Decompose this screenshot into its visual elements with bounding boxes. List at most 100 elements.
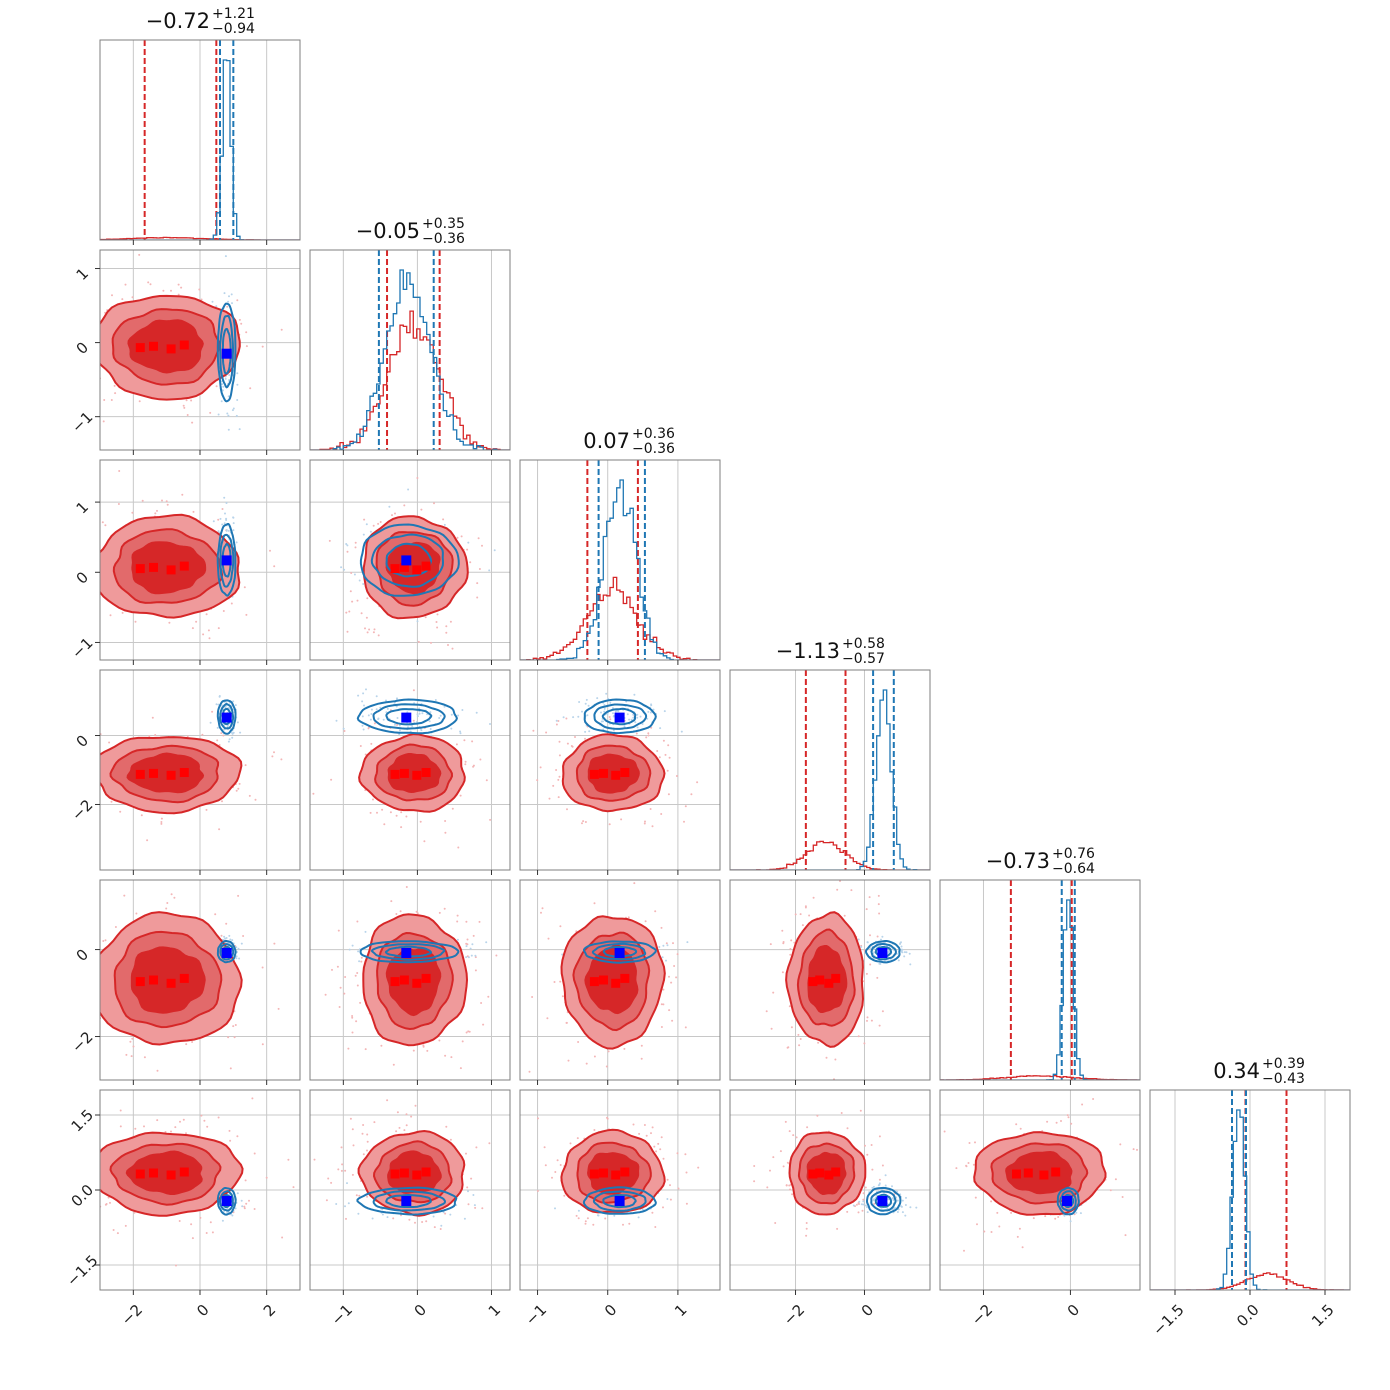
red-sample-point — [170, 893, 173, 896]
red-sample-point — [97, 923, 99, 925]
red-sample-point — [168, 621, 171, 624]
blue-sample-point — [231, 736, 234, 739]
red-sample-point — [846, 1210, 849, 1213]
red-sample-point — [566, 808, 568, 811]
red-sample-point — [216, 739, 219, 742]
red-sample-point — [467, 1203, 470, 1206]
red-sample-point — [459, 1067, 462, 1070]
red-sample-point — [684, 1026, 687, 1029]
red-sample-point — [225, 922, 228, 925]
red-sample-point — [93, 524, 95, 526]
red-sample-point — [965, 1164, 968, 1167]
blue-sample-point — [379, 706, 382, 709]
red-sample-point — [161, 499, 163, 502]
red-sample-point — [447, 644, 449, 646]
red-sample-point — [82, 780, 84, 782]
red-sample-point — [261, 345, 264, 348]
red-sample-point — [465, 1152, 467, 1155]
red-sample-point — [87, 1012, 89, 1014]
panel-frame — [729, 669, 931, 871]
red-sample-point — [261, 966, 264, 969]
blue-contour — [216, 523, 237, 597]
red-sample-point — [552, 784, 555, 787]
marginal-title-0: −0.72 +1.21−0.94 — [146, 6, 255, 37]
red-sample-point — [96, 771, 98, 773]
red-sample-point — [229, 1139, 232, 1142]
red-sample-point — [455, 743, 458, 746]
red-sample-point — [675, 775, 678, 777]
blue-sample-point — [434, 699, 437, 701]
red-sample-point — [623, 1047, 626, 1050]
blue-sample-point — [577, 715, 580, 718]
red-sample-point — [366, 631, 369, 634]
red-sample-point — [107, 1196, 110, 1199]
red-sample-point — [350, 572, 353, 574]
blue-sample-point — [362, 533, 365, 536]
red-sample-point — [244, 764, 247, 767]
red-sample-point — [336, 965, 339, 968]
red-sample-point — [1019, 1127, 1022, 1130]
red-sample-point — [131, 511, 134, 514]
joint-panel-3-5 — [729, 1089, 931, 1295]
truth-marker — [614, 712, 625, 723]
red-sample-point — [349, 1117, 352, 1120]
red-sample-point — [356, 599, 359, 602]
red-sample-point — [862, 1198, 865, 1201]
blue-sample-point — [585, 698, 588, 701]
red-sample-point — [668, 1009, 671, 1012]
blue-sample-point — [223, 935, 226, 938]
blue-sample-point — [227, 395, 230, 398]
blue-sample-point — [636, 716, 639, 719]
red-sample-point — [208, 637, 211, 640]
x-tick-label: 0 — [601, 1301, 620, 1320]
red-sample-point — [324, 993, 327, 996]
red-sample-point — [461, 1040, 464, 1043]
red-sample-point — [48, 766, 50, 768]
red-sample-point — [254, 798, 257, 801]
x-tick-label: −2 — [780, 1301, 808, 1329]
blue-sample-point — [385, 711, 388, 714]
red-sample-point — [528, 1070, 531, 1073]
blue-sample-point — [596, 697, 599, 700]
blue-sample-point — [217, 413, 220, 416]
red-sample-point — [206, 1125, 209, 1128]
blue-sample-point — [386, 1216, 389, 1219]
red-sample-point — [97, 563, 99, 565]
x-tick-label: 0 — [858, 1301, 877, 1320]
red-sample-point — [435, 621, 438, 623]
x-tick-label: 1 — [485, 1301, 504, 1320]
red-sample-point — [647, 732, 650, 735]
blue-contour — [865, 1186, 902, 1216]
red-sample-point — [84, 321, 86, 323]
red-sample-point — [424, 616, 427, 619]
red-sample-point — [1055, 1121, 1058, 1124]
blue-sample-point — [600, 711, 602, 714]
x-tick-label: −2 — [968, 1301, 996, 1329]
blue-sample-point — [439, 714, 442, 717]
red-sample-point — [355, 1020, 358, 1023]
blue-sample-point — [236, 383, 239, 386]
red-marker — [599, 1168, 608, 1178]
red-sample-point — [545, 731, 548, 734]
blue-sample-point — [375, 695, 378, 698]
blue-sample-point — [584, 730, 587, 733]
red-sample-point — [114, 926, 117, 928]
blue-sample-point — [235, 541, 238, 544]
red-sample-point — [395, 1130, 398, 1133]
joint-panel-2-5 — [519, 1089, 721, 1295]
red-sample-point — [1057, 1216, 1060, 1218]
red-sample-point — [489, 818, 492, 821]
red-sample-point — [863, 1042, 866, 1045]
red-sample-point — [801, 924, 804, 927]
red-sample-point — [788, 1184, 791, 1187]
panel-frame — [519, 1089, 721, 1291]
blue-sample-point — [884, 1174, 887, 1177]
red-sample-point — [366, 1149, 368, 1152]
red-sample-point — [662, 739, 665, 742]
blue-sample-point — [230, 293, 233, 296]
blue-sample-point — [871, 1186, 874, 1189]
blue-sample-point — [232, 731, 235, 734]
red-sample-point — [396, 724, 398, 726]
red-sample-point — [228, 1129, 231, 1132]
red-marker — [149, 562, 158, 572]
